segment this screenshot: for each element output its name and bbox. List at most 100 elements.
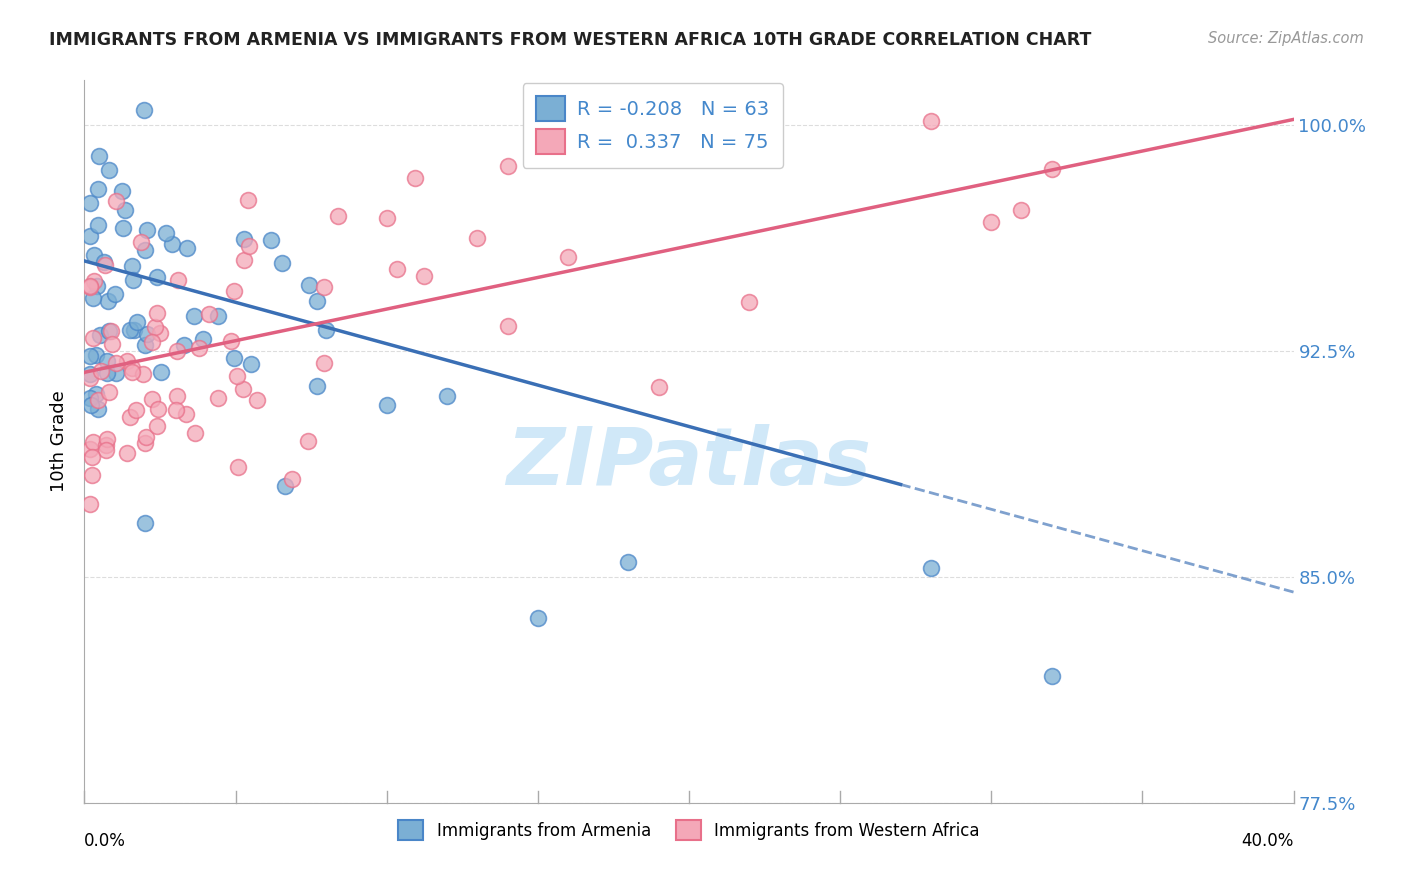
Point [328,209,350,223]
Point [101,336,124,351]
Point [207,309,229,323]
Point [98,163,121,178]
Point [155,226,177,240]
Point [125,315,148,329]
Point [233,253,256,268]
Point [104,356,127,370]
Point [281,472,304,486]
Point [187,341,209,355]
Point [117,446,139,460]
Point [150,365,173,379]
Point [173,338,195,352]
Point [114,202,136,217]
Point [94,258,117,272]
Point [174,407,197,421]
Point [222,284,245,298]
Point [87,218,110,232]
Point [413,268,436,283]
Point [225,368,247,383]
Point [238,238,260,252]
Point [134,244,156,258]
Point [143,319,166,334]
Text: Source: ZipAtlas.com: Source: ZipAtlas.com [1208,31,1364,46]
Point [82,435,104,450]
Point [96,366,118,380]
Point [145,305,167,319]
Point [97,384,120,399]
Point [236,193,259,207]
Point [93,255,115,269]
Point [207,392,229,406]
Text: ZIPatlas: ZIPatlas [506,425,872,502]
Point [149,326,172,341]
Point [198,307,221,321]
Point [375,211,398,225]
Point [1011,203,1033,218]
Point [129,235,152,250]
Point [104,366,127,380]
Point [134,338,156,352]
Point [166,343,188,358]
Point [79,280,101,294]
Point [219,334,242,348]
Point [111,184,134,198]
Point [87,182,110,196]
Point [104,287,127,301]
Point [239,357,262,371]
Point [145,270,167,285]
Point [135,326,157,341]
Point [617,555,640,569]
Point [122,323,145,337]
Point [136,223,159,237]
Point [125,403,148,417]
Point [90,364,112,378]
Point [166,389,188,403]
Point [79,349,101,363]
Legend: Immigrants from Armenia, Immigrants from Western Africa: Immigrants from Armenia, Immigrants from… [389,812,988,848]
Point [271,256,294,270]
Point [246,392,269,407]
Point [146,418,169,433]
Point [79,392,101,406]
Point [176,241,198,255]
Point [980,215,1002,229]
Point [96,353,118,368]
Point [1040,669,1063,683]
Point [80,467,103,482]
Point [260,233,283,247]
Point [83,274,105,288]
Point [121,361,143,376]
Point [97,324,120,338]
Point [738,295,761,310]
Point [79,279,101,293]
Point [111,221,134,235]
Point [1040,162,1063,177]
Point [297,434,319,448]
Point [97,293,120,308]
Point [86,279,108,293]
Point [224,351,246,365]
Point [134,436,156,450]
Point [118,323,141,337]
Point [467,231,489,245]
Point [184,425,207,440]
Point [920,560,942,574]
Point [375,398,398,412]
Y-axis label: 10th Grade: 10th Grade [51,391,69,492]
Point [80,398,103,412]
Point [312,355,335,369]
Point [314,280,336,294]
Point [404,170,426,185]
Text: 40.0%: 40.0% [1241,831,1294,850]
Point [117,354,139,368]
Point [80,450,103,465]
Point [183,310,205,324]
Point [79,370,101,384]
Point [121,365,143,379]
Point [297,278,319,293]
Point [79,442,101,456]
Point [94,442,117,457]
Point [96,432,118,446]
Point [87,392,110,407]
Point [79,367,101,381]
